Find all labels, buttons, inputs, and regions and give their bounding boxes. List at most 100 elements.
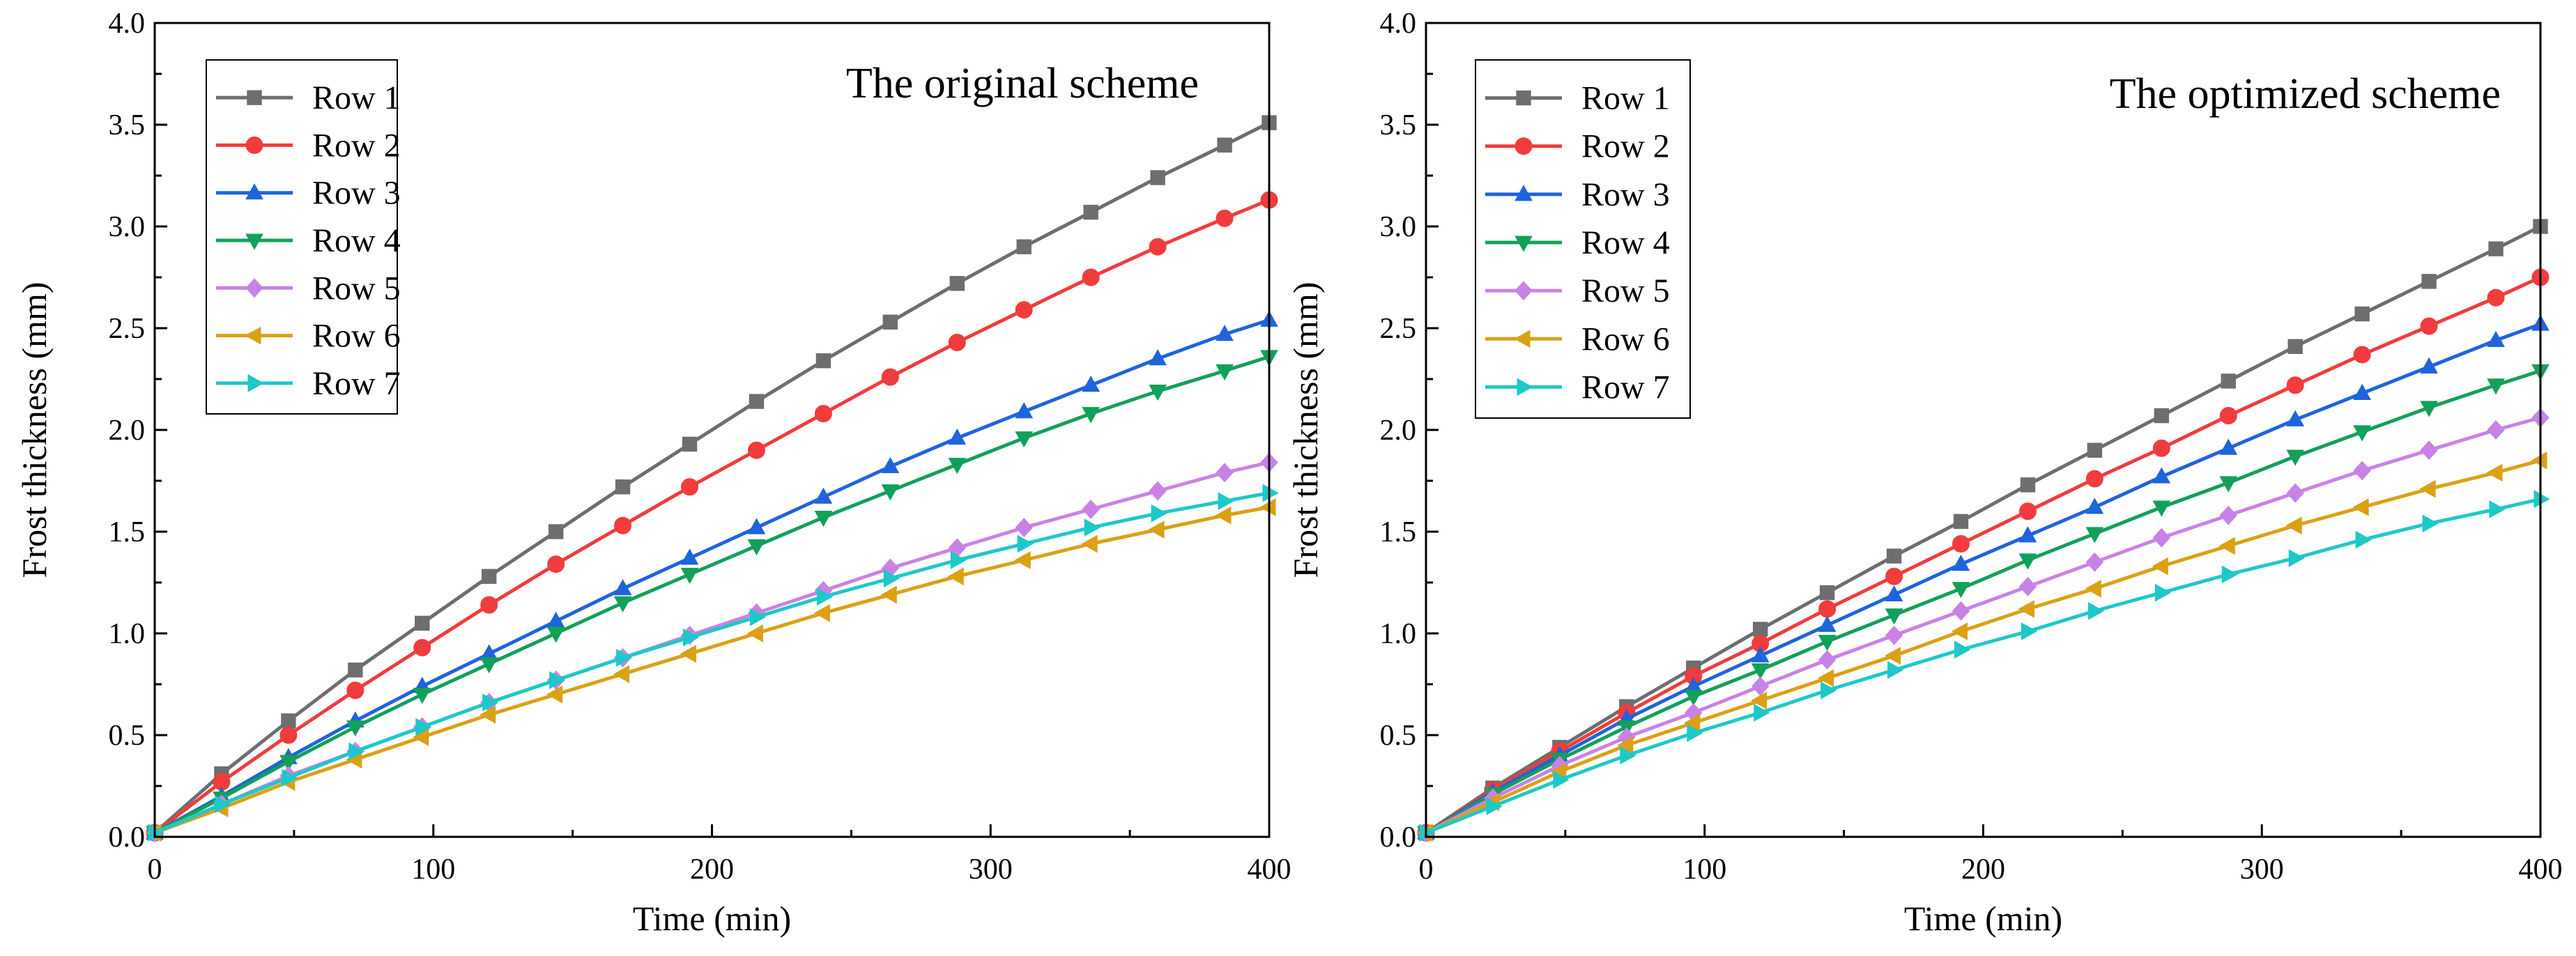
left-series-row-2-point-13 xyxy=(1015,301,1033,319)
left-series-row-1-point-15 xyxy=(1150,170,1165,185)
left-series-row-7-point-9 xyxy=(749,608,767,626)
right-series-row-3-line xyxy=(1425,322,2541,835)
right-legend-marker xyxy=(1517,378,1533,396)
left-series-row-2-point-14 xyxy=(1082,268,1100,286)
right-legend-label: Row 5 xyxy=(1581,272,1670,309)
left-series-row-4-point-4 xyxy=(413,688,431,704)
left-y-tick-label: 2.0 xyxy=(109,415,146,447)
left-legend-label: Row 3 xyxy=(312,175,401,212)
right-series-row-6-point-3 xyxy=(1617,736,1634,755)
right-legend-item-row-2: Row 2 xyxy=(1485,128,1670,165)
left-series-row-2-point-11 xyxy=(881,368,899,386)
right-series-row-2-point-6 xyxy=(1818,600,1837,618)
left-legend-label: Row 2 xyxy=(312,127,401,164)
left-series-row-1-point-10 xyxy=(815,353,831,369)
right-series-row-6-point-9 xyxy=(2018,600,2034,618)
left-series-row-3-point-9 xyxy=(747,518,766,534)
right-series-row-7-point-10 xyxy=(2087,602,2105,620)
right-series-row-7-point-6 xyxy=(1820,681,1837,700)
right-series-row-6-point-17 xyxy=(2531,451,2547,470)
right-series-row-7-point-12 xyxy=(2221,565,2238,584)
left-series-row-7-point-17 xyxy=(1262,484,1279,502)
left-y-tick-label: 2.5 xyxy=(109,313,146,345)
left-series-row-4-point-6 xyxy=(546,626,565,643)
left-series-row-7-point-1 xyxy=(215,795,231,814)
left-series-row-4-line xyxy=(153,355,1270,835)
right-legend-marker xyxy=(1515,236,1533,252)
right-y-tick-label: 2.5 xyxy=(1380,313,1417,345)
left-legend-item-row-3: Row 3 xyxy=(216,175,401,212)
left-series-row-3-point-7 xyxy=(613,579,632,596)
right-series-row-4-point-7 xyxy=(1885,608,1903,625)
left-legend-label: Row 7 xyxy=(312,365,401,402)
left-series-row-3-line xyxy=(153,318,1270,835)
right-legend-marker xyxy=(1515,137,1533,155)
right-series-row-1-point-15 xyxy=(2421,274,2437,289)
right-series-row-6-point-12 xyxy=(2218,537,2235,555)
right-legend-item-row-1: Row 1 xyxy=(1485,80,1670,117)
right-series-row-5-point-12 xyxy=(2219,505,2237,525)
left-series-row-7-point-2 xyxy=(282,769,298,787)
left-series-row-4 xyxy=(146,350,1278,842)
right-series-row-3-point-6 xyxy=(1818,615,1837,632)
left-legend-item-row-5: Row 5 xyxy=(216,270,401,307)
left-y-tick-label: 1.5 xyxy=(109,516,146,548)
right-series-row-7-point-14 xyxy=(2355,530,2372,549)
left-x-tick-label: 0 xyxy=(148,854,162,886)
right-series-row-5-point-13 xyxy=(2286,483,2304,503)
left-legend-label: Row 6 xyxy=(312,318,401,355)
left-series-row-7-point-14 xyxy=(1084,518,1101,537)
left-legend-marker xyxy=(245,278,263,298)
left-y-tick-label: 1.0 xyxy=(109,618,146,650)
left-series-row-2-point-5 xyxy=(480,596,498,614)
right-series-row-1-point-11 xyxy=(2154,408,2170,424)
right-series-row-7-line xyxy=(1425,497,2541,835)
left-series-row-7-point-16 xyxy=(1218,492,1234,511)
right-series-row-1-point-10 xyxy=(2087,442,2103,458)
left-series-row-4-point-7 xyxy=(613,596,632,612)
right-series-row-5-point-16 xyxy=(2487,420,2505,440)
right-series-row-2-point-8 xyxy=(1952,535,1970,553)
left-series-row-3-point-10 xyxy=(814,487,833,504)
right-series-row-1-point-8 xyxy=(1953,514,1969,530)
right-series-row-1-point-9 xyxy=(2020,477,2036,493)
right-series-row-2-point-13 xyxy=(2286,376,2304,394)
right-series-row-3-point-7 xyxy=(1885,585,1903,602)
right-legend-item-row-3: Row 3 xyxy=(1485,176,1670,213)
left-series-row-4-point-15 xyxy=(1149,385,1167,401)
right-series-row-7-point-17 xyxy=(2533,490,2550,509)
left-series-row-6-point-17 xyxy=(1259,498,1276,516)
left-series-row-6-point-5 xyxy=(480,705,496,724)
right-series-row-7-point-1 xyxy=(1486,797,1503,816)
left-chart-title: The original scheme xyxy=(846,60,1199,107)
right-series-row-3-point-8 xyxy=(1952,555,1970,571)
left-series-row-1-point-7 xyxy=(615,479,631,495)
right-series-row-7-point-16 xyxy=(2489,500,2506,518)
right-y-axis-label: Frost thickness (mm) xyxy=(1286,282,1325,578)
right-legend-marker xyxy=(1514,330,1531,348)
right-series-row-4-point-10 xyxy=(2085,527,2104,543)
right-series-row-2-point-16 xyxy=(2487,288,2505,307)
right-legend-label: Row 2 xyxy=(1581,128,1670,165)
right-x-tick-label: 100 xyxy=(1682,854,1726,886)
left-series-row-2-point-16 xyxy=(1216,209,1234,227)
left-series-row-3-point-14 xyxy=(1082,376,1101,392)
right-series-row-6-point-15 xyxy=(2419,479,2436,498)
right-series-row-7-point-5 xyxy=(1754,704,1770,722)
left-series-row-4-point-2 xyxy=(279,755,298,771)
right-series-row-3-point-16 xyxy=(2487,330,2505,348)
right-series-row-1-point-7 xyxy=(1886,548,1902,564)
left-series-row-2-point-9 xyxy=(747,441,765,459)
right-legend-label: Row 4 xyxy=(1581,224,1670,261)
left-series-row-7-point-11 xyxy=(883,569,900,588)
left-series-row-3-point-13 xyxy=(1015,402,1034,419)
right-y-tick-label: 1.5 xyxy=(1380,516,1417,548)
left-series-row-1-point-2 xyxy=(281,713,296,729)
right-series-row-2-point-11 xyxy=(2152,439,2170,457)
right-series-row-5-point-11 xyxy=(2152,527,2171,548)
left-series-row-6-point-6 xyxy=(546,685,563,704)
right-series-row-7 xyxy=(1419,490,2550,842)
right-series-row-7-point-4 xyxy=(1687,724,1703,742)
right-legend-marker xyxy=(1515,185,1533,201)
